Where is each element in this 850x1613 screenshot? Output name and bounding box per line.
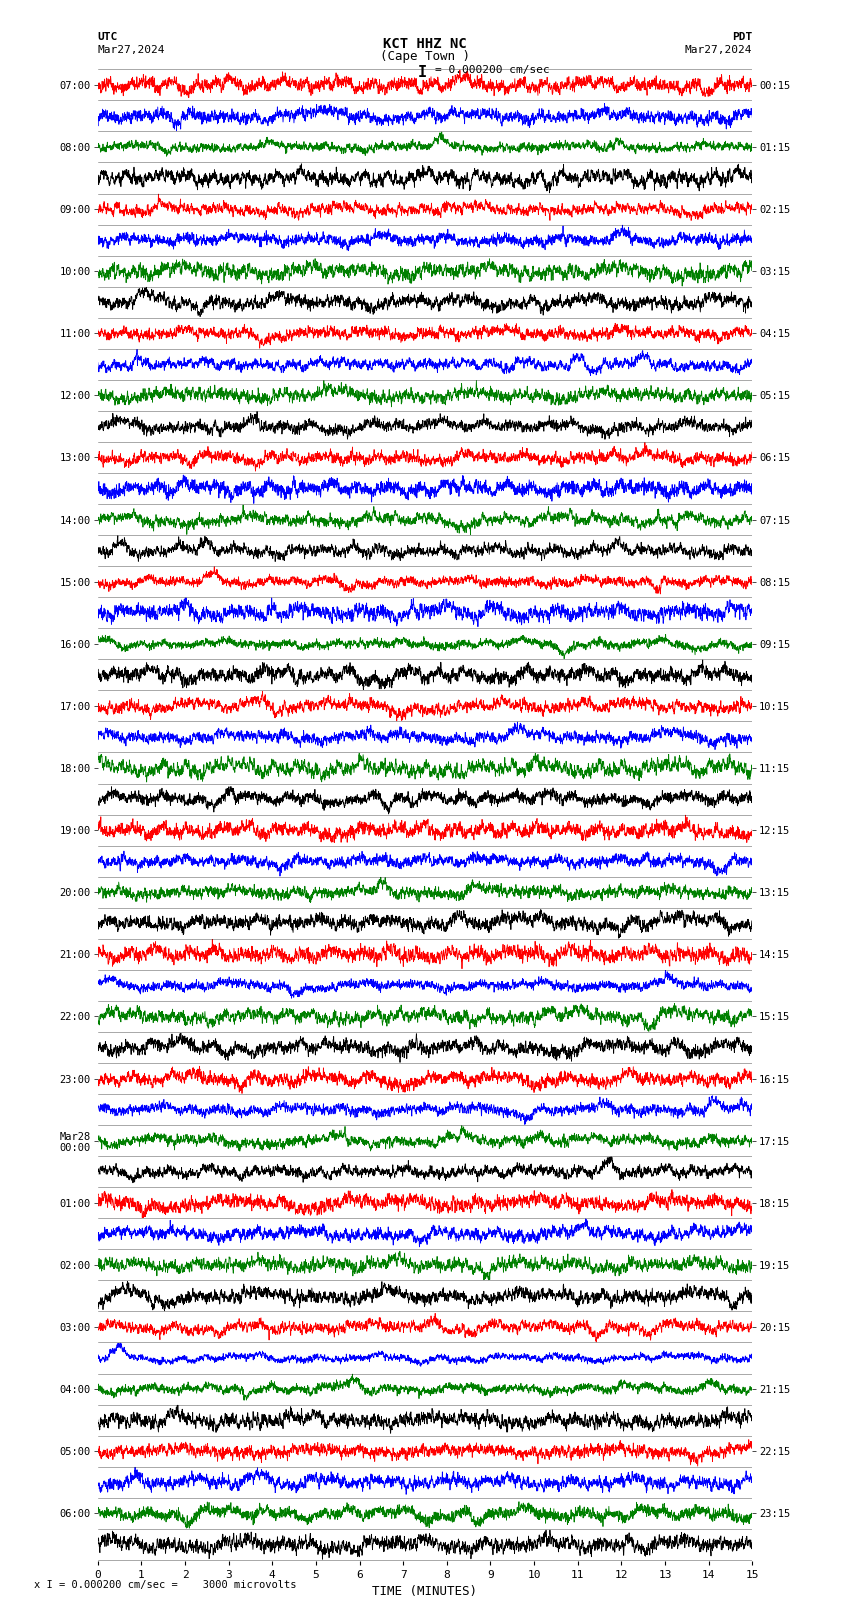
Text: KCT HHZ NC: KCT HHZ NC <box>383 37 467 52</box>
X-axis label: TIME (MINUTES): TIME (MINUTES) <box>372 1584 478 1597</box>
Text: (Cape Town ): (Cape Town ) <box>380 50 470 63</box>
Text: Mar27,2024: Mar27,2024 <box>685 45 752 55</box>
Text: I: I <box>418 65 427 79</box>
Text: = 0.000200 cm/sec: = 0.000200 cm/sec <box>435 65 550 74</box>
Text: Mar27,2024: Mar27,2024 <box>98 45 165 55</box>
Text: x I = 0.000200 cm/sec =    3000 microvolts: x I = 0.000200 cm/sec = 3000 microvolts <box>34 1581 297 1590</box>
Text: PDT: PDT <box>732 32 752 42</box>
Text: UTC: UTC <box>98 32 118 42</box>
